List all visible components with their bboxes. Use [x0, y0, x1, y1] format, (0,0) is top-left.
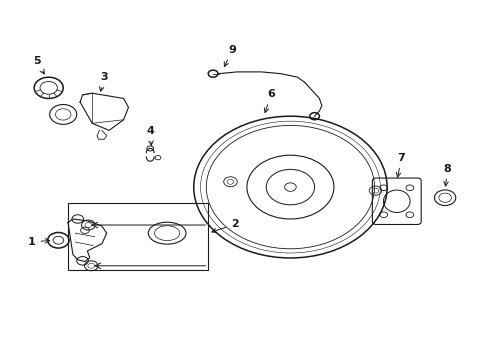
Text: 8: 8: [443, 164, 450, 186]
Text: 3: 3: [99, 72, 108, 91]
Text: 4: 4: [146, 126, 154, 145]
Text: 1: 1: [28, 237, 50, 247]
Text: 7: 7: [395, 153, 405, 177]
Text: 2: 2: [211, 219, 238, 233]
Bar: [68, 203, 208, 270]
Text: 5: 5: [33, 56, 44, 74]
Text: 9: 9: [224, 45, 236, 67]
Text: 6: 6: [264, 89, 274, 113]
